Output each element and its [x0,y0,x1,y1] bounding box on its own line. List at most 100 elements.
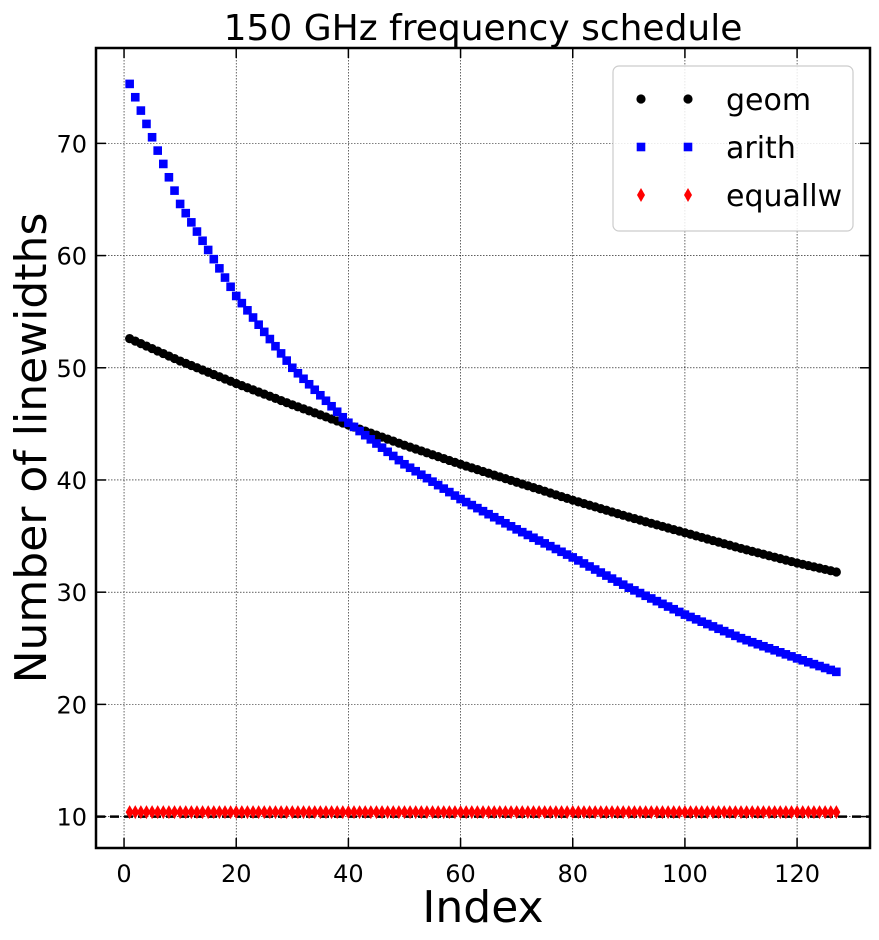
arith-point [501,518,510,528]
arith-point [461,497,471,507]
arith-point [534,536,544,545]
equallw-point [557,805,566,820]
equallw-point [737,805,745,820]
legend: geom arith equallw [612,65,854,232]
equallw-point [198,805,207,820]
plot-frame [94,46,872,850]
equallw-point [176,805,185,820]
arith-point [703,619,712,629]
arith-point [663,602,673,611]
arith-point [231,291,241,301]
equallw-point [669,805,678,820]
arith-point [388,451,398,461]
equallw-point [731,805,740,820]
arith-point [243,306,252,315]
equallw-point [793,805,802,820]
equallw-point [204,805,213,820]
equallw-point [501,805,510,820]
arith-point [585,562,594,571]
arith-point [579,559,589,568]
equallw-point [832,805,841,820]
equallw-point [221,805,229,820]
arith-point [630,586,639,595]
equallw-point [585,805,594,820]
equallw-point [664,805,673,820]
series-geom [125,334,841,577]
x-tick-label: 80 [557,860,588,888]
arith-point [265,334,275,344]
equallw-point [512,805,521,820]
arith-point [125,79,134,89]
y-tick-label: 20 [56,691,87,719]
series-arith [125,79,841,677]
x-tick-label: 40 [333,860,364,888]
arith-point [400,459,409,469]
equallw-point [630,805,639,820]
equallw-point [652,805,661,820]
arith-point [288,363,297,373]
arith-point [372,439,381,448]
equallw-point [826,805,835,820]
arith-point [495,515,505,525]
arith-point [405,463,415,473]
chart-title: 150 GHz frequency schedule [224,8,743,49]
equallw-point [574,805,583,820]
ticks: 0 20 40 60 80 100 120 10 20 30 40 50 60 70 [56,48,870,888]
legend-entry-geom: geom [636,83,811,118]
equallw-point [350,805,358,820]
equallw-point [507,805,516,820]
equallw-point [282,805,291,820]
equallw-point [153,805,162,820]
equallw-point [798,805,807,820]
arith-point [226,282,235,292]
legend-label: geom [726,83,811,118]
equallw-point [815,805,824,820]
equallw-point [821,805,830,820]
equallw-point [546,805,555,820]
equallw-point [462,805,471,820]
arith-point [602,571,611,580]
y-tick-label: 70 [56,130,87,158]
x-tick-label: 120 [774,860,820,888]
arith-point [259,327,269,337]
equallw-point [316,805,325,820]
equallw-point [131,805,140,820]
arith-point [568,553,578,562]
legend-entry-equallw: equallw [637,179,842,214]
equallw-point [714,805,723,820]
arith-point [523,530,533,540]
equallw-point [215,805,224,820]
legend-marker [683,94,693,104]
equallw-point [327,805,336,820]
equallw-point [288,805,297,820]
equallw-point [344,805,353,820]
arith-point [254,320,263,329]
equallw-point [568,805,577,820]
arith-point [355,426,364,436]
legend-label: equallw [726,179,842,214]
y-tick-label: 50 [56,355,87,383]
equallw-point [181,805,190,820]
arith-point [299,374,308,384]
equallw-point [703,805,712,820]
equallw-point [776,805,785,820]
arith-point [753,639,763,649]
arith-point [478,506,488,516]
arith-point [198,236,207,246]
equallw-point [249,805,258,820]
equallw-point [467,805,476,820]
arith-point [820,663,830,673]
equallw-point [479,805,487,820]
legend-box [612,65,854,232]
arith-point [551,544,561,554]
arith-point [467,500,477,510]
arith-point [422,473,432,483]
arith-point [815,661,824,671]
equallw-point [321,805,330,820]
equallw-point [428,805,437,820]
equallw-point [804,805,813,820]
equallw-point [742,805,751,820]
equallw-point [299,805,308,820]
equallw-point [310,805,319,820]
equallw-point [209,805,218,820]
